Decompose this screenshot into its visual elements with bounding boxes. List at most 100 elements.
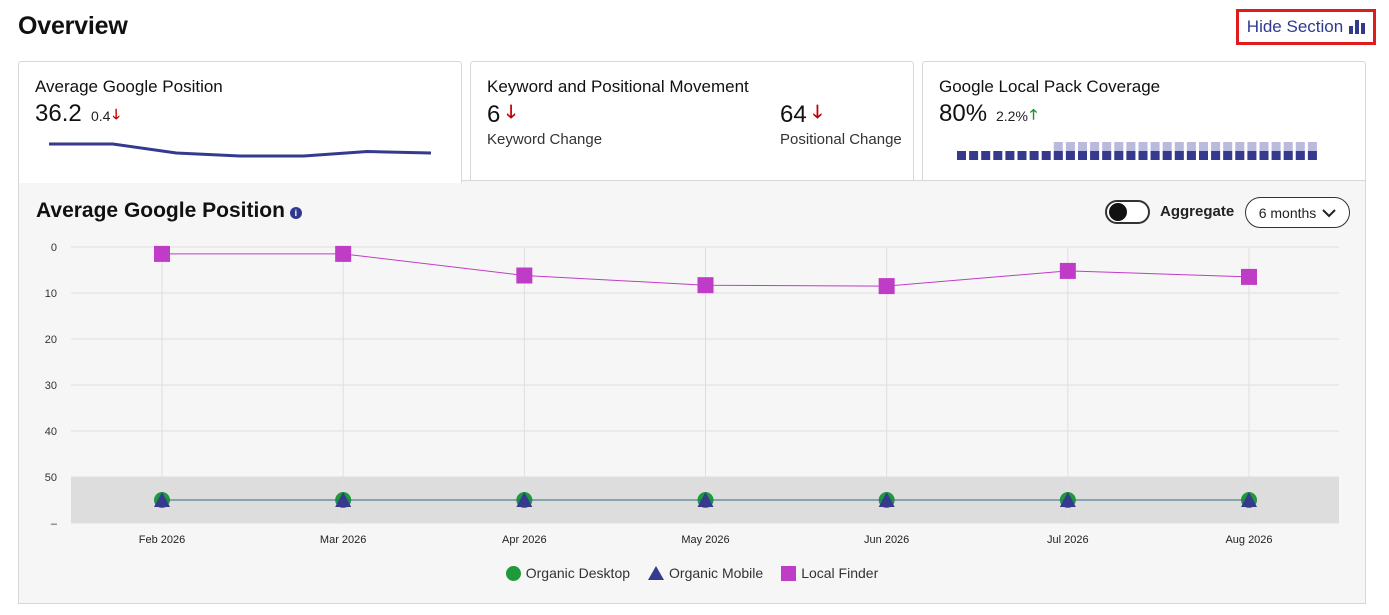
card-google-local-pack-coverage[interactable]: Google Local Pack Coverage 80% 2.2% 🡑: [922, 61, 1366, 181]
panel-title: Average Google Position: [36, 199, 285, 222]
coverage-bar: [1102, 151, 1112, 160]
coverage-bar: [1283, 151, 1293, 160]
coverage-bar: [1041, 151, 1051, 160]
data-point-local-finder: [1241, 268, 1257, 285]
coverage-bar: [1235, 151, 1245, 160]
legend-label: Local Finder: [801, 565, 879, 581]
x-tick-label: Jul 2026: [1047, 534, 1089, 546]
coverage-bar: [1005, 151, 1015, 160]
data-point-organic-mobile: [516, 492, 533, 507]
coverage-bar: [969, 151, 979, 160]
coverage-bar: [1295, 151, 1305, 160]
coverage-bar: [1114, 151, 1124, 160]
page-title: Overview: [18, 12, 128, 40]
card-title: Google Local Pack Coverage: [939, 77, 1161, 96]
y-tick-label: 50: [45, 472, 57, 484]
coverage-bar: [1271, 151, 1281, 160]
y-tick-label: –: [51, 518, 58, 530]
average-position-value: 36.2: [35, 100, 82, 127]
coverage-bar: [1162, 151, 1172, 160]
coverage-bar: [1259, 151, 1269, 160]
card-keyword-positional-movement[interactable]: Keyword and Positional Movement 6 🡓 Keyw…: [470, 61, 914, 181]
position-chart: 0 10 20 30 40 50 – Feb 2026 Mar 2026 Apr 2026 May …: [45, 242, 1339, 546]
data-point-organic-mobile: [1241, 492, 1257, 507]
hide-section-button[interactable]: Hide Section: [1236, 9, 1376, 45]
bar-chart-icon: [1349, 20, 1366, 34]
x-tick-label: Aug 2026: [1225, 534, 1272, 546]
coverage-bar: [1078, 151, 1087, 160]
legend-organic-mobile[interactable]: Organic Mobile: [648, 565, 763, 581]
circle-marker-icon: [505, 565, 521, 581]
card-average-google-position[interactable]: Average Google Position 36.2 0.4 🡓: [18, 61, 462, 183]
coverage-bars: [957, 142, 1317, 160]
average-position-change: 0.4: [91, 108, 111, 124]
arrow-down-icon: 🡓: [812, 102, 823, 122]
x-tick-label: May 2026: [681, 534, 729, 546]
y-tick-label: 30: [45, 380, 57, 392]
coverage-bar: [1090, 151, 1100, 160]
arrow-down-icon: 🡓: [506, 102, 516, 122]
positional-change-value: 64: [780, 101, 807, 128]
data-point-organic-mobile: [697, 492, 714, 507]
range-select[interactable]: 6 months: [1245, 197, 1350, 228]
aggregate-label: Aggregate: [1160, 203, 1235, 220]
aggregate-toggle[interactable]: [1105, 200, 1150, 224]
coverage-bar: [1307, 151, 1317, 160]
hide-section-label: Hide Section: [1246, 17, 1344, 36]
x-tick-label: Mar 2026: [320, 534, 366, 546]
y-tick-label: 40: [45, 426, 57, 438]
average-position-panel: Average Google Position i Aggregate 6 mo…: [18, 181, 1366, 604]
data-point-local-finder: [516, 267, 533, 284]
y-tick-label: 10: [45, 288, 57, 300]
coverage-bar: [1053, 151, 1063, 160]
coverage-bar: [993, 151, 1003, 160]
chart-legend: Organic Desktop Organic Mobile Local Fin…: [19, 565, 1365, 581]
legend-organic-desktop[interactable]: Organic Desktop: [505, 565, 631, 581]
keyword-change-value: 6: [487, 101, 501, 128]
data-point-organic-mobile: [335, 492, 352, 507]
legend-label: Organic Desktop: [525, 565, 631, 581]
range-select-value: 6 months: [1258, 204, 1317, 221]
coverage-bar: [981, 151, 991, 160]
coverage-bar: [1017, 151, 1027, 160]
info-icon[interactable]: i: [289, 206, 302, 219]
coverage-bar: [1211, 151, 1221, 160]
coverage-bar: [1223, 151, 1233, 160]
arrow-up-icon: 🡑: [1029, 106, 1038, 122]
sparkline: [49, 142, 432, 158]
coverage-bar: [1247, 151, 1257, 160]
y-tick-label: 0: [51, 242, 57, 254]
divider: [462, 180, 1366, 181]
x-tick-label: Apr 2026: [502, 534, 547, 546]
data-point-local-finder: [878, 278, 895, 295]
triangle-marker-icon: [648, 566, 665, 580]
coverage-bar: [1029, 151, 1039, 160]
legend-local-finder[interactable]: Local Finder: [781, 565, 878, 581]
square-marker-icon: [781, 565, 797, 581]
data-point-local-finder: [697, 277, 714, 294]
coverage-bar: [957, 151, 966, 160]
toggle-knob: [1109, 203, 1127, 221]
coverage-bar: [1138, 151, 1148, 160]
x-tick-label: Jun 2026: [864, 534, 909, 546]
data-point-local-finder: [335, 245, 352, 262]
chevron-down-icon: [1322, 208, 1337, 217]
legend-label: Organic Mobile: [669, 565, 764, 581]
data-point-organic-mobile: [1059, 492, 1076, 507]
arrow-down-icon: 🡓: [112, 106, 120, 122]
y-tick-label: 20: [45, 334, 57, 346]
coverage-bar: [1174, 151, 1184, 160]
local-pack-change: 2.2%: [996, 108, 1028, 124]
card-title: Average Google Position: [35, 77, 223, 96]
x-tick-label: Feb 2026: [139, 534, 185, 546]
coverage-bar: [1126, 151, 1136, 160]
data-point-local-finder: [1059, 262, 1076, 279]
data-point-organic-mobile: [154, 492, 170, 507]
card-title: Keyword and Positional Movement: [487, 77, 749, 96]
data-point-local-finder: [154, 245, 170, 262]
coverage-bar: [1199, 151, 1208, 160]
data-point-organic-mobile: [878, 492, 895, 507]
positional-change-label: Positional Change: [780, 131, 902, 148]
keyword-change-label: Keyword Change: [487, 131, 603, 148]
coverage-bar: [1150, 151, 1160, 160]
